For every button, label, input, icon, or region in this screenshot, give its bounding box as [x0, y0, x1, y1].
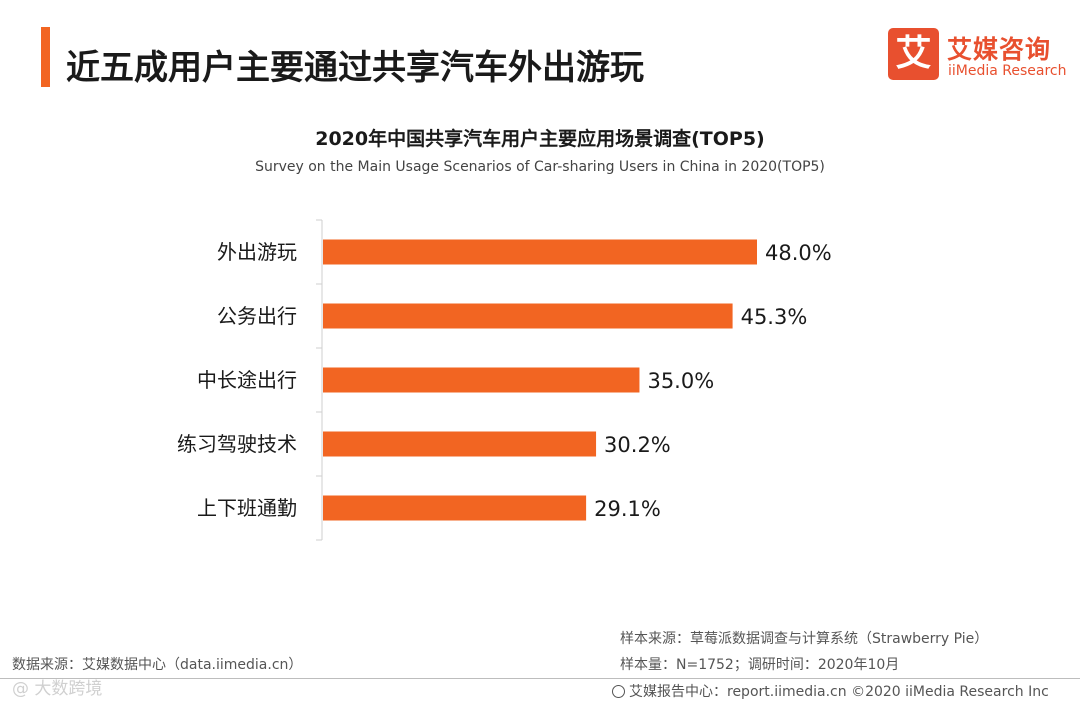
category-label: 上下班通勤 [197, 496, 297, 520]
bar [323, 431, 597, 457]
bar [323, 239, 757, 265]
value-label: 30.2% [604, 433, 671, 457]
bar [323, 495, 587, 521]
page-title: 近五成用户主要通过共享汽车外出游玩 [66, 48, 644, 88]
logo-name-en: iiMedia Research [948, 63, 1067, 79]
category-label: 中长途出行 [197, 368, 297, 392]
data-source: 数据来源：艾媒数据中心（data.iimedia.cn） [12, 657, 303, 673]
copyright-text: 艾媒报告中心：report.iimedia.cn ©2020 iiMedia R… [629, 684, 1049, 700]
value-label: 29.1% [594, 497, 661, 521]
logo-name-cn: 艾媒咨询 [947, 35, 1052, 64]
value-label: 35.0% [647, 369, 714, 393]
title-accent-bar [41, 27, 50, 87]
bar [323, 367, 640, 393]
sample-source: 样本来源：草莓派数据调查与计算系统（Strawberry Pie） [620, 631, 989, 647]
copyright: 艾媒报告中心：report.iimedia.cn ©2020 iiMedia R… [612, 681, 1049, 701]
globe-icon [612, 685, 625, 698]
chart-subtitle: Survey on the Main Usage Scenarios of Ca… [255, 159, 825, 175]
logo-mark: 艾 [888, 28, 939, 80]
sample-size: 样本量：N=1752；调研时间：2020年10月 [620, 657, 900, 673]
value-label: 45.3% [741, 305, 808, 329]
category-label: 练习驾驶技术 [177, 432, 297, 456]
watermark: @ 大数跨境 [12, 679, 103, 699]
value-label: 48.0% [765, 241, 832, 265]
chart-title: 2020年中国共享汽车用户主要应用场景调查(TOP5) [315, 128, 765, 150]
footer-divider [0, 678, 1080, 679]
bar [323, 303, 733, 329]
category-label: 公务出行 [217, 304, 297, 328]
category-label: 外出游玩 [217, 240, 297, 264]
iimedia-logo: 艾 艾媒咨询 iiMedia Research [888, 28, 1067, 84]
